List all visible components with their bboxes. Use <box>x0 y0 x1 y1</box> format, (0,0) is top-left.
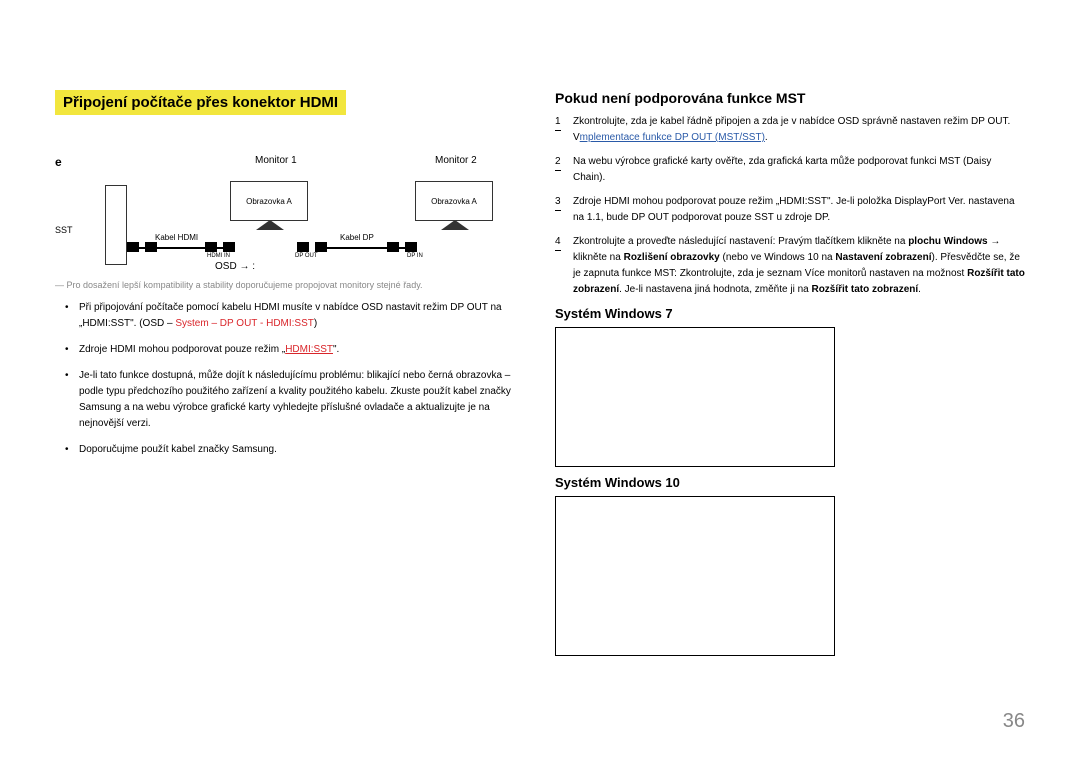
list-text: Zkontrolujte a proveďte následující nast… <box>573 236 908 247</box>
port-dp-out: DP OUT <box>295 253 318 259</box>
bullet-item: Zdroje HDMI mohou podporovat pouze režim… <box>69 342 525 358</box>
win7-screenshot-placeholder <box>555 327 835 467</box>
bullet-text: ) <box>314 318 317 329</box>
list-number: 2 <box>555 154 561 171</box>
bold-text: plochu Windows <box>908 236 987 247</box>
list-text: (nebo ve Windows 10 na <box>720 252 836 263</box>
list-item: 1 Zkontrolujte, zda je kabel řádně připo… <box>555 114 1025 146</box>
port-hdmi-in: HDMI IN <box>207 253 230 259</box>
win10-screenshot-placeholder <box>555 496 835 656</box>
footnote-compat: Pro dosažení lepší kompatibility a stabi… <box>69 280 525 290</box>
list-number: 1 <box>555 114 561 131</box>
connector-icon <box>405 242 417 252</box>
bullet-red: System – DP OUT - HDMI:SST <box>175 318 314 329</box>
monitor2-label: Monitor 2 <box>435 155 477 166</box>
connector-icon <box>387 242 399 252</box>
numbered-list: 1 Zkontrolujte, zda je kabel řádně připo… <box>555 114 1025 298</box>
list-item: 2 Na webu výrobce grafické karty ověřte,… <box>555 154 1025 186</box>
osd-arrow-text: OSD → : <box>215 261 525 272</box>
heading-mst: Pokud není podporována funkce MST <box>555 90 1025 106</box>
cable-hdmi-label: Kabel HDMI <box>155 233 198 242</box>
list-item: 3 Zdroje HDMI mohou podporovat pouze rež… <box>555 194 1025 226</box>
connector-icon <box>297 242 309 252</box>
list-text: Zdroje HDMI mohou podporovat pouze režim… <box>573 196 1015 223</box>
bullet-item: Doporučujme použít kabel značky Samsung. <box>69 442 525 458</box>
connection-diagram: e Monitor 1 Monitor 2 SST Obrazovka A Ob… <box>55 125 515 255</box>
list-number: 4 <box>555 234 561 251</box>
heading-win7: Systém Windows 7 <box>555 306 1025 321</box>
list-text: . <box>765 132 768 143</box>
device-label: e <box>55 155 62 169</box>
monitor1-icon: Obrazovka A <box>230 181 310 230</box>
heading-win10: Systém Windows 10 <box>555 475 1025 490</box>
bold-text: Nastavení zobrazení <box>835 252 931 263</box>
monitor2-icon: Obrazovka A <box>415 181 495 230</box>
bullet-link-red: HDMI:SST <box>285 344 333 355</box>
bullet-text: ". <box>333 344 339 355</box>
connector-icon <box>205 242 217 252</box>
bullet-text: Zdroje HDMI mohou podporovat pouze režim… <box>79 344 285 355</box>
bold-text: Rozlišení obrazovky <box>624 252 720 263</box>
pc-icon <box>105 185 127 265</box>
list-text: . Je-li nastavena jiná hodnota, změňte j… <box>619 284 811 295</box>
list-text: Na webu výrobce grafické karty ověřte, z… <box>573 156 991 183</box>
bullet-item: Při připojování počítače pomocí kabelu H… <box>69 300 525 332</box>
connector-icon <box>223 242 235 252</box>
bullet-item: Je-li tato funkce dostupná, může dojít k… <box>69 368 525 432</box>
list-item: 4 Zkontrolujte a proveďte následující na… <box>555 234 1025 298</box>
port-dp-in: DP IN <box>407 253 423 259</box>
bold-text: Rozšířit tato zobrazení <box>811 284 918 295</box>
cable-dp-label: Kabel DP <box>340 233 374 242</box>
left-bullet-list: Při připojování počítače pomocí kabelu H… <box>69 300 525 458</box>
monitor1-screen: Obrazovka A <box>230 181 308 221</box>
sst-label: SST <box>55 225 73 235</box>
inline-link[interactable]: mplementace funkce DP OUT (MST/SST) <box>580 132 765 143</box>
monitor2-screen: Obrazovka A <box>415 181 493 221</box>
section-heading-hdmi: Připojení počítače přes konektor HDMI <box>55 90 346 115</box>
list-text: . <box>918 284 921 295</box>
list-number: 3 <box>555 194 561 211</box>
monitor1-label: Monitor 1 <box>255 155 297 166</box>
page-number: 36 <box>1003 710 1025 733</box>
